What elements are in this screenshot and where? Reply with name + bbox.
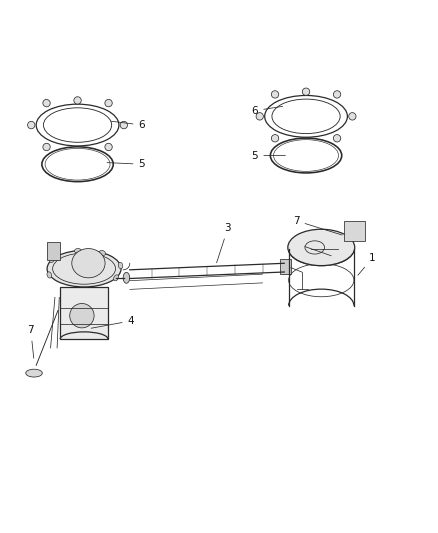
Ellipse shape	[113, 275, 119, 281]
Ellipse shape	[333, 135, 341, 142]
Ellipse shape	[72, 248, 105, 278]
Bar	[60, 287, 108, 339]
Ellipse shape	[288, 229, 355, 265]
Ellipse shape	[28, 122, 35, 129]
Ellipse shape	[120, 122, 127, 129]
Ellipse shape	[333, 91, 341, 98]
Text: 1: 1	[358, 253, 376, 275]
Text: 7: 7	[28, 326, 34, 358]
Ellipse shape	[118, 262, 123, 269]
Ellipse shape	[105, 143, 112, 151]
Ellipse shape	[43, 100, 50, 107]
Text: 4: 4	[91, 316, 134, 328]
Ellipse shape	[289, 232, 354, 265]
Bar	[280, 259, 291, 274]
Ellipse shape	[74, 97, 81, 104]
Ellipse shape	[74, 248, 81, 253]
Text: 5: 5	[252, 150, 286, 160]
Ellipse shape	[105, 100, 112, 107]
Ellipse shape	[43, 143, 50, 151]
Ellipse shape	[123, 272, 130, 283]
Text: 6: 6	[252, 106, 283, 116]
Ellipse shape	[256, 112, 263, 120]
Ellipse shape	[272, 135, 279, 142]
Circle shape	[70, 303, 94, 328]
Ellipse shape	[47, 251, 121, 287]
Ellipse shape	[49, 256, 55, 263]
Text: 6: 6	[111, 120, 145, 130]
Bar	[47, 242, 60, 260]
Bar	[344, 221, 365, 241]
Text: 3: 3	[217, 223, 231, 263]
Ellipse shape	[302, 88, 310, 95]
Text: 5: 5	[107, 159, 145, 169]
Text: 7: 7	[293, 216, 342, 235]
Ellipse shape	[99, 251, 106, 255]
Ellipse shape	[47, 272, 52, 278]
Ellipse shape	[272, 91, 279, 98]
Ellipse shape	[26, 369, 42, 377]
Ellipse shape	[349, 112, 356, 120]
